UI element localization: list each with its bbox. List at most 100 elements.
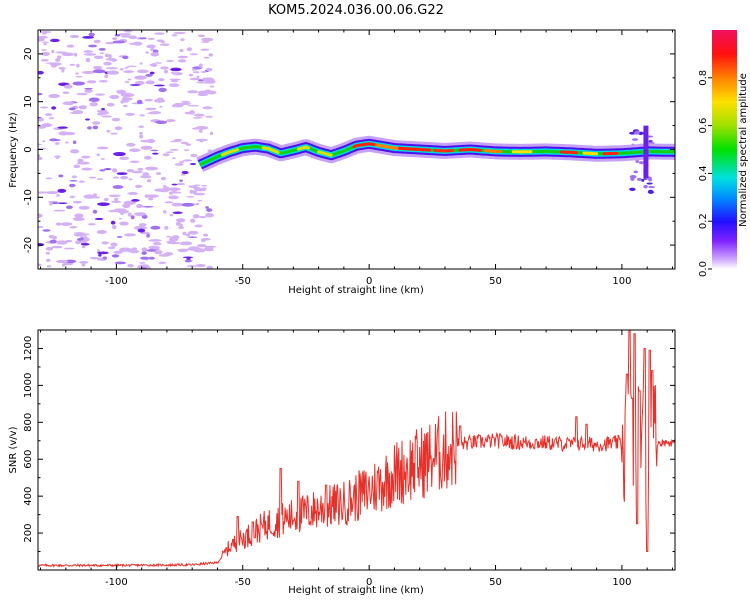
noise-speckle <box>122 203 131 209</box>
noise-speckle <box>120 175 129 180</box>
noise-speckle <box>123 70 134 74</box>
noise-speckle <box>133 41 143 46</box>
noise-speckle <box>175 218 186 223</box>
noise-speckle <box>55 51 68 54</box>
noise-speckle <box>109 94 120 100</box>
noise-speckle <box>121 97 133 101</box>
noise-speckle <box>180 173 186 176</box>
noise-speckle <box>167 187 181 192</box>
noise-speckle <box>153 84 165 87</box>
noise-speckle <box>637 177 642 181</box>
noise-speckle <box>41 123 53 128</box>
noise-speckle <box>146 179 152 183</box>
noise-speckle <box>177 55 189 59</box>
spectrogram-y-tick-label: 20 <box>23 48 34 61</box>
noise-speckle <box>140 145 153 150</box>
noise-speckle <box>46 191 59 195</box>
noise-speckle <box>62 101 75 106</box>
noise-speckle <box>69 63 76 66</box>
noise-speckle <box>144 98 154 102</box>
noise-speckle <box>127 192 139 195</box>
noise-speckle <box>141 247 148 252</box>
noise-speckle <box>81 263 86 267</box>
noise-speckle <box>83 235 88 238</box>
noise-speckle <box>107 70 120 75</box>
noise-speckle <box>72 217 85 222</box>
noise-speckle <box>38 117 44 122</box>
noise-speckle <box>118 217 122 220</box>
noise-speckle <box>124 81 130 84</box>
colorbar-tick-label: 0.2 <box>698 213 709 229</box>
noise-speckle <box>186 265 197 267</box>
noise-speckle <box>73 164 81 169</box>
noise-speckle <box>75 240 81 245</box>
snr-panel: -100 -50 0 50 100 200 400 600 800 1000 1200 Height… <box>8 329 676 596</box>
noise-speckle <box>55 155 59 159</box>
ridge-peak <box>221 148 240 157</box>
noise-speckle <box>205 115 214 118</box>
noise-speckle <box>189 162 197 166</box>
noise-speckle <box>139 62 143 65</box>
noise-speckle <box>160 176 167 181</box>
spectrogram-x-tick-label: 0 <box>366 276 372 287</box>
noise-speckle <box>186 196 195 198</box>
noise-speckle <box>148 197 154 201</box>
noise-speckle <box>174 163 184 166</box>
noise-speckle <box>48 94 60 99</box>
noise-speckle <box>65 205 73 209</box>
noise-speckle <box>181 202 194 207</box>
noise-speckle <box>53 209 66 212</box>
noise-speckle <box>197 244 207 248</box>
noise-speckle <box>108 194 121 197</box>
snr-x-label: Height of straight line (km) <box>288 585 424 596</box>
noise-speckle <box>84 87 93 90</box>
noise-speckle <box>75 75 83 78</box>
noise-speckle <box>192 214 200 219</box>
ridge-peak <box>483 149 503 153</box>
noise-speckle <box>38 154 41 158</box>
noise-speckle <box>206 265 213 269</box>
noise-speckle <box>123 233 136 237</box>
noise-speckle <box>643 184 648 189</box>
noise-speckle <box>195 202 200 206</box>
noise-speckle <box>69 179 78 182</box>
noise-speckle <box>154 62 163 64</box>
noise-speckle <box>154 188 165 192</box>
noise-speckle <box>76 92 88 96</box>
noise-speckle <box>145 107 157 111</box>
noise-speckle <box>160 66 169 70</box>
noise-speckle <box>106 102 115 107</box>
spectrogram-x-tick-label: 50 <box>489 276 502 287</box>
noise-speckle <box>165 119 176 123</box>
noise-speckle <box>182 159 193 162</box>
noise-speckle <box>209 85 215 88</box>
noise-speckle <box>50 38 60 43</box>
noise-speckle <box>158 261 167 264</box>
noise-speckle <box>44 113 53 117</box>
noise-speckle <box>197 90 211 95</box>
noise-speckle <box>209 131 214 136</box>
noise-speckle <box>93 55 104 59</box>
noise-speckle <box>195 125 209 130</box>
noise-speckle <box>177 59 187 63</box>
noise-speckle <box>189 189 193 194</box>
noise-speckle <box>127 78 132 81</box>
noise-speckle <box>95 93 106 96</box>
noise-speckle <box>198 63 203 68</box>
noise-speckle <box>38 213 43 218</box>
noise-speckle <box>633 170 638 174</box>
noise-speckle <box>193 113 205 117</box>
noise-speckle <box>201 184 208 187</box>
noise-speckle <box>110 200 122 203</box>
noise-speckle <box>52 139 61 142</box>
noise-speckle <box>179 179 183 182</box>
noise-speckle <box>168 195 179 200</box>
noise-speckle <box>200 70 207 73</box>
noise-speckle <box>56 193 60 197</box>
noise-speckle <box>173 138 183 142</box>
noise-speckle <box>170 79 179 83</box>
noise-speckle <box>64 141 69 144</box>
noise-speckle <box>81 245 86 249</box>
noise-speckle <box>125 112 136 116</box>
